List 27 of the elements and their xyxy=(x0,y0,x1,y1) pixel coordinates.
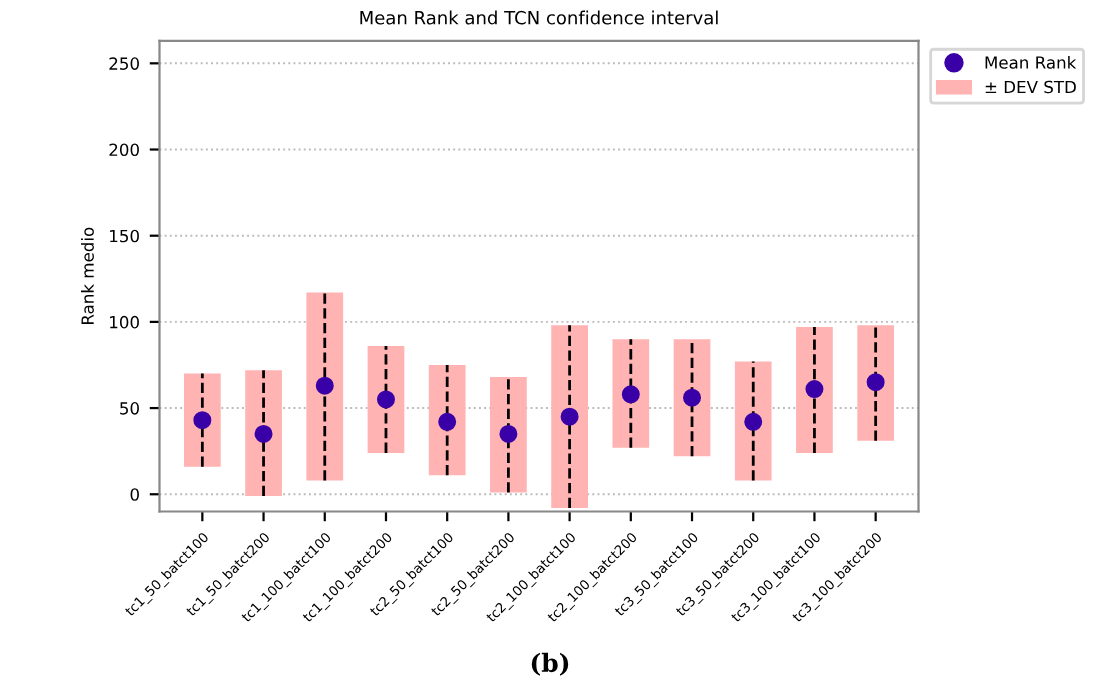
point xyxy=(560,407,579,426)
y-tick-label: 50 xyxy=(120,402,139,415)
point xyxy=(621,385,640,404)
y-axis-title: Rank medio xyxy=(81,227,94,324)
point xyxy=(315,376,334,395)
legend-label: Mean Rank xyxy=(985,55,1077,69)
point xyxy=(376,390,395,409)
point xyxy=(805,380,824,399)
bar xyxy=(367,346,405,453)
point xyxy=(254,424,273,443)
bar xyxy=(306,292,344,481)
y-tick-label: 200 xyxy=(109,143,139,157)
y-tick-label: 100 xyxy=(110,315,139,329)
chart-title: Mean Rank and TCN confidence interval xyxy=(360,10,718,25)
legend-label: ± DEV STD xyxy=(985,80,1076,94)
point xyxy=(438,412,457,431)
point xyxy=(744,412,763,431)
bar xyxy=(551,325,588,509)
point xyxy=(866,373,885,392)
point xyxy=(193,411,212,430)
point xyxy=(499,424,518,443)
y-tick-label: 250 xyxy=(109,57,139,70)
text: (b) xyxy=(531,652,569,676)
y-tick-label: 150 xyxy=(110,229,139,243)
point xyxy=(683,388,702,407)
bar xyxy=(673,339,711,457)
y-tick-label: 0 xyxy=(130,488,139,501)
